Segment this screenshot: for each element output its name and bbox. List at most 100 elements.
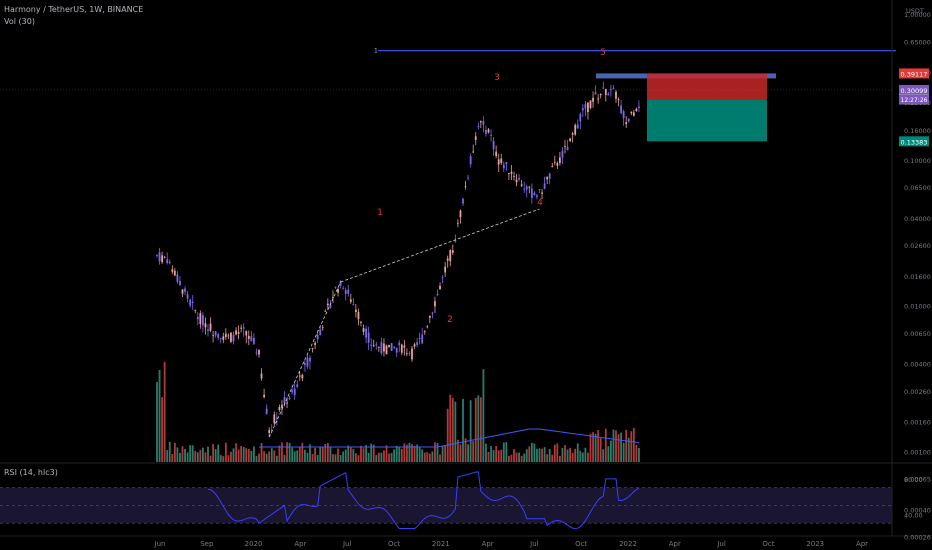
- candle-body: [411, 348, 413, 360]
- volume-bar: [304, 449, 306, 462]
- volume-bar: [319, 447, 322, 462]
- candle-body: [444, 266, 447, 273]
- volume-bar: [523, 453, 526, 462]
- volume-bar: [441, 445, 444, 462]
- take-profit-zone: [647, 99, 767, 142]
- volume-bar: [457, 439, 459, 462]
- candle-body: [418, 338, 421, 339]
- candle-body: [589, 100, 592, 108]
- price-tick-label: 0.00650: [904, 330, 931, 338]
- volume-bar: [604, 428, 607, 462]
- volume-bar: [610, 440, 612, 462]
- candle-body: [485, 129, 487, 134]
- last-price-marker: [899, 85, 929, 96]
- candle-body: [406, 353, 408, 355]
- price-tick-label: 0.65000: [904, 38, 931, 46]
- volume-bar: [380, 452, 383, 462]
- volume-bar: [388, 453, 390, 462]
- price-tick-label: 0.06500: [904, 184, 931, 192]
- candle-body: [492, 140, 495, 150]
- candle-body: [638, 106, 640, 109]
- volume-bar: [428, 453, 431, 462]
- volume-bar: [413, 445, 416, 462]
- volume-bar: [411, 444, 413, 462]
- candle-body: [240, 327, 243, 329]
- candle-body: [268, 430, 271, 433]
- volume-bar: [247, 448, 250, 462]
- volume-bar: [314, 447, 316, 462]
- candle-body: [230, 332, 232, 342]
- candle-body: [380, 342, 383, 354]
- candle-body: [224, 333, 227, 338]
- volume-bar: [510, 454, 513, 462]
- volume-bar: [286, 442, 288, 462]
- candle-body: [390, 343, 393, 351]
- time-tick-label: 2023: [806, 540, 824, 548]
- candle-body: [393, 346, 396, 348]
- candle-body: [474, 136, 477, 140]
- time-tick-label: Jul: [529, 540, 539, 548]
- volume-bar: [548, 449, 551, 462]
- volume-bar: [439, 454, 441, 462]
- candle-body: [253, 338, 255, 344]
- candle-body: [431, 312, 434, 314]
- last-price-marker-label: 0.30099: [901, 87, 928, 95]
- price-tick-label: 0.00065: [904, 476, 931, 484]
- candle-body: [324, 310, 327, 312]
- candle-body: [342, 288, 345, 290]
- volume-bar: [620, 432, 622, 462]
- candle-body: [306, 357, 309, 367]
- candle-body: [622, 111, 625, 119]
- volume-bar: [265, 453, 268, 462]
- time-tick-label: Sep: [200, 540, 214, 548]
- candle-body: [209, 323, 212, 331]
- candle-body: [196, 317, 199, 320]
- candle-body: [487, 129, 490, 133]
- candle-body: [258, 349, 260, 355]
- volume-bar: [528, 446, 531, 462]
- volume-bar: [467, 444, 469, 462]
- volume-bar: [383, 450, 385, 462]
- volume-bars: [156, 361, 640, 462]
- candle-body: [541, 192, 543, 194]
- volume-bar: [459, 444, 462, 462]
- candle-body: [566, 146, 569, 151]
- candle-body: [479, 121, 482, 123]
- candle-body: [166, 259, 169, 264]
- volume-bar: [250, 450, 253, 462]
- volume-bar: [301, 442, 304, 462]
- volume-bar: [367, 452, 370, 462]
- volume-bar: [357, 455, 360, 462]
- volume-bar: [632, 427, 635, 462]
- volume-bar: [217, 444, 220, 462]
- volume-bar: [576, 443, 579, 462]
- volume-bar: [594, 433, 597, 462]
- candle-body: [207, 329, 209, 331]
- volume-bar: [179, 452, 181, 462]
- time-tick-label: Oct: [388, 540, 400, 548]
- price-tick-label: 0.00040: [904, 506, 931, 514]
- volume-bar: [362, 448, 365, 462]
- candle-body: [400, 344, 403, 353]
- volume-bar: [451, 397, 454, 462]
- wave-label: 1: [377, 208, 383, 218]
- volume-bar: [235, 443, 237, 462]
- candle-body: [388, 344, 390, 348]
- time-tick-label: Apr: [856, 540, 868, 548]
- candle-body: [426, 326, 429, 328]
- volume-bar: [630, 431, 633, 462]
- candle-body: [607, 93, 610, 96]
- candle-body: [502, 164, 505, 169]
- candle-body: [571, 133, 574, 135]
- volume-bar: [502, 442, 505, 462]
- candle-body: [349, 299, 352, 302]
- candle-body: [181, 289, 184, 294]
- volume-bar: [194, 451, 197, 462]
- volume-bar: [406, 444, 408, 462]
- candle-body: [176, 274, 179, 282]
- candle-body: [222, 336, 225, 340]
- candle-body: [584, 104, 587, 109]
- volume-bar: [479, 397, 482, 462]
- volume-bar: [258, 453, 260, 462]
